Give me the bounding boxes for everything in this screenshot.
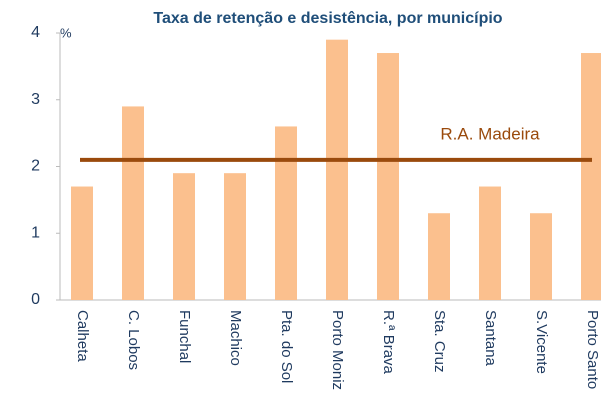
bar: [224, 173, 246, 300]
bar: [275, 126, 297, 300]
x-tick-label: Porto Moniz: [329, 310, 346, 390]
y-tick-label: 1: [31, 224, 40, 241]
bar: [530, 213, 552, 300]
bar: [479, 186, 501, 300]
chart-title: Taxa de retenção e desistência, por muni…: [153, 10, 502, 27]
y-tick-label: 0: [31, 291, 40, 308]
x-tick-label: Calheta: [74, 310, 91, 362]
x-tick-label: C. Lobos: [125, 310, 142, 370]
bar: [71, 186, 93, 300]
y-unit: %: [60, 25, 72, 40]
bar: [581, 53, 601, 301]
bar: [122, 106, 144, 300]
x-tick-label: Porto Santo: [584, 310, 601, 389]
bar: [326, 39, 348, 301]
bar: [173, 173, 195, 300]
y-tick-label: 4: [31, 24, 40, 41]
x-tick-label: S.Vicente: [533, 310, 550, 374]
y-tick-label: 3: [31, 91, 40, 108]
x-tick-label: Pta. do Sol: [278, 310, 295, 383]
y-tick-label: 2: [31, 158, 40, 175]
x-tick-label: Santana: [482, 310, 499, 367]
reference-label: R.A. Madeira: [440, 124, 540, 143]
bar: [377, 53, 399, 301]
x-tick-label: Funchal: [176, 310, 193, 363]
x-tick-label: Sta. Cruz: [431, 310, 448, 373]
x-tick-label: Machico: [227, 310, 244, 366]
x-tick-label: R.ª Brava: [380, 310, 397, 375]
bar: [428, 213, 450, 300]
